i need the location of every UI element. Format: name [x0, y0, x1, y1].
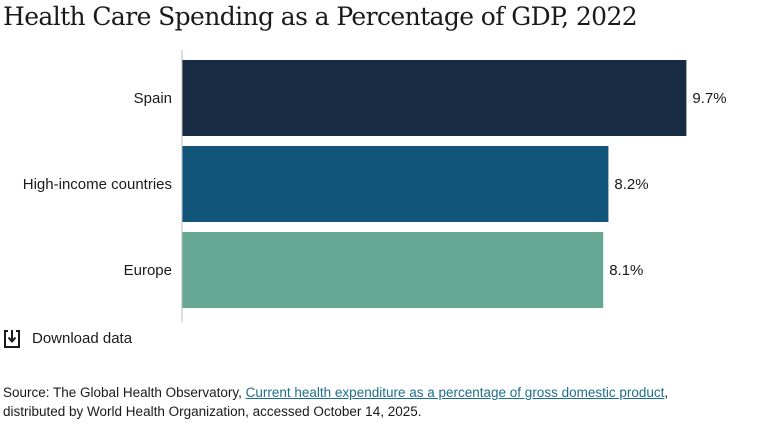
bar-chart: Spain 9.7% High-income countries 8.2% Europe… [23, 50, 727, 322]
download-icon [4, 330, 20, 348]
bar-spain [182, 60, 687, 136]
download-data-button[interactable]: Download data [3, 329, 132, 349]
source-link[interactable]: Current health expenditure as a percenta… [245, 385, 665, 400]
category-label: Europe [124, 262, 172, 279]
value-label: 8.2% [614, 176, 648, 193]
source-prefix: Source: The Global Health Observatory, [3, 385, 246, 400]
category-label: High-income countries [23, 176, 172, 193]
source-note: Source: The Global Health Observatory, C… [3, 383, 773, 421]
value-label: 8.1% [609, 262, 643, 279]
source-line-2: distributed by World Health Organization… [3, 404, 422, 419]
download-data-label: Download data [32, 330, 133, 347]
value-label: 9.7% [692, 90, 726, 107]
bar-europe [182, 232, 604, 308]
category-label: Spain [134, 90, 172, 107]
chart-title: Health Care Spending as a Percentage of … [3, 2, 638, 31]
bar-high-income-countries [182, 146, 609, 222]
source-suffix: , [664, 385, 669, 400]
